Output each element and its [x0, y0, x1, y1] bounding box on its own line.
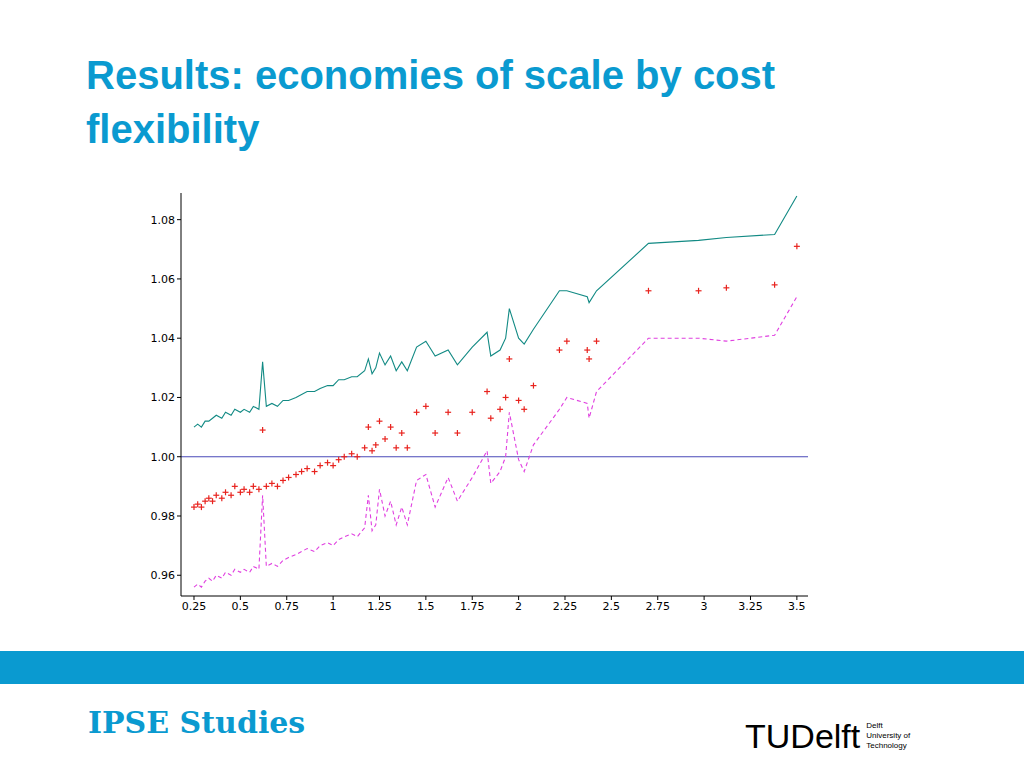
svg-text:0.75: 0.75: [274, 600, 299, 613]
svg-text:1.06: 1.06: [151, 273, 176, 286]
svg-text:3.5: 3.5: [788, 600, 806, 613]
svg-text:1.25: 1.25: [367, 600, 392, 613]
svg-text:2.25: 2.25: [553, 600, 578, 613]
svg-text:1.02: 1.02: [151, 391, 176, 404]
html-text:Delft: Delft: [866, 721, 883, 730]
svg-text:1: 1: [330, 600, 337, 613]
svg-text:1.75: 1.75: [460, 600, 485, 613]
html-text:TUDelft: TUDelft: [745, 717, 861, 755]
svg-text:2.75: 2.75: [645, 600, 670, 613]
html-text:Technology: Technology: [866, 741, 907, 750]
svg-text:0.98: 0.98: [151, 510, 176, 523]
svg-text:3: 3: [701, 600, 708, 613]
svg-text:2: 2: [515, 600, 522, 613]
html-text:Results: economies of scale by: Results: economies of scale by cost flex…: [86, 53, 776, 151]
svg-text:0.25: 0.25: [182, 600, 207, 613]
svg-text:3.25: 3.25: [738, 600, 763, 613]
svg-text:1.00: 1.00: [151, 451, 176, 464]
svg-text:1.5: 1.5: [417, 600, 435, 613]
svg-text:2.5: 2.5: [603, 600, 621, 613]
svg-text:0.96: 0.96: [151, 569, 176, 582]
svg-text:1.08: 1.08: [151, 214, 176, 227]
html-text:University of: University of: [866, 731, 911, 740]
svg-text:0.5: 0.5: [232, 600, 250, 613]
svg-text:1.04: 1.04: [151, 332, 176, 345]
html-text:IPSE Studies: IPSE Studies: [88, 705, 306, 740]
